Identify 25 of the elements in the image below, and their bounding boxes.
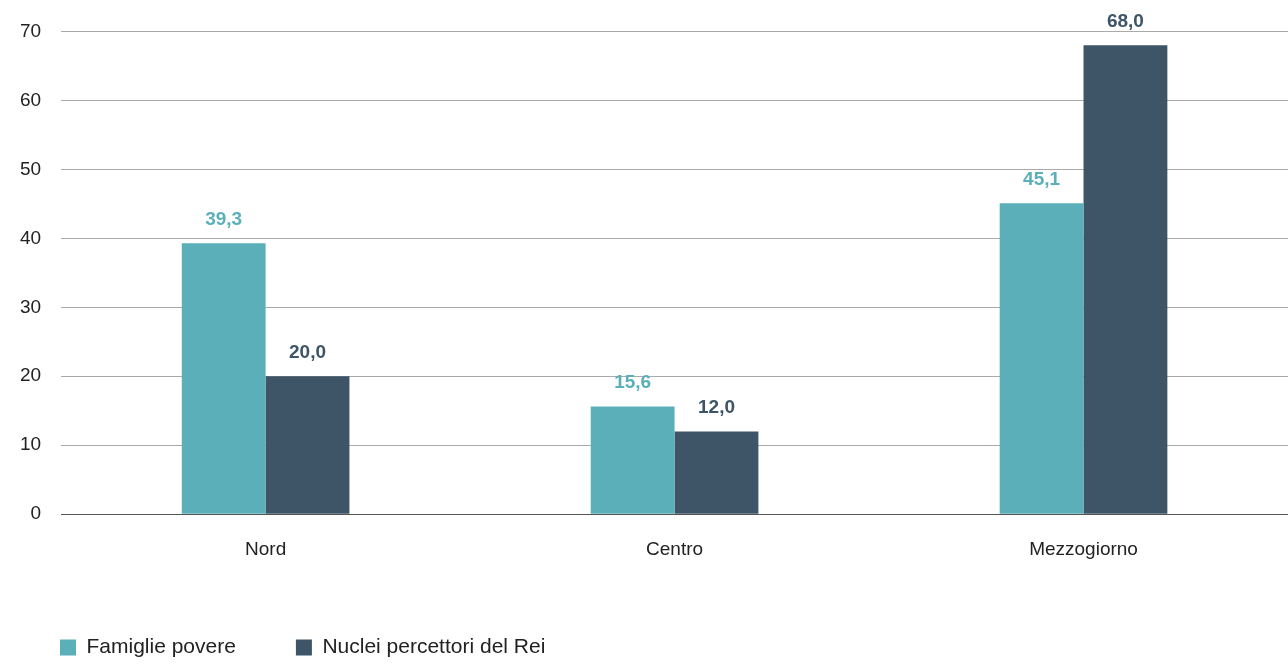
y-tick-label: 50 — [19, 157, 42, 179]
bar — [674, 431, 759, 514]
bar — [181, 243, 266, 514]
y-tick-label: 0 — [30, 502, 42, 524]
y-tick-label: 10 — [19, 433, 42, 455]
data-label: 39,3 — [205, 207, 243, 229]
y-tick-label: 60 — [19, 88, 42, 110]
y-tick-label: 40 — [19, 226, 42, 248]
x-tick-label: Centro — [646, 537, 704, 559]
y-tick-label: 70 — [19, 19, 42, 41]
legend-label: Famiglie povere — [86, 634, 236, 658]
bar — [1083, 45, 1168, 514]
y-tick-label: 20 — [19, 364, 42, 386]
data-label: 12,0 — [697, 396, 735, 418]
x-tick-label: Nord — [245, 537, 287, 559]
y-tick-label: 30 — [19, 295, 42, 317]
bar — [999, 203, 1084, 514]
data-label: 45,1 — [1023, 167, 1061, 189]
data-label: 20,0 — [289, 340, 327, 362]
data-label: 68,0 — [1106, 9, 1144, 31]
bar — [590, 406, 675, 514]
x-tick-label: Mezzogiorno — [1029, 537, 1138, 559]
legend-label: Nuclei percettori del Rei — [322, 634, 546, 658]
bar — [265, 376, 350, 514]
data-label: 15,6 — [614, 371, 652, 393]
